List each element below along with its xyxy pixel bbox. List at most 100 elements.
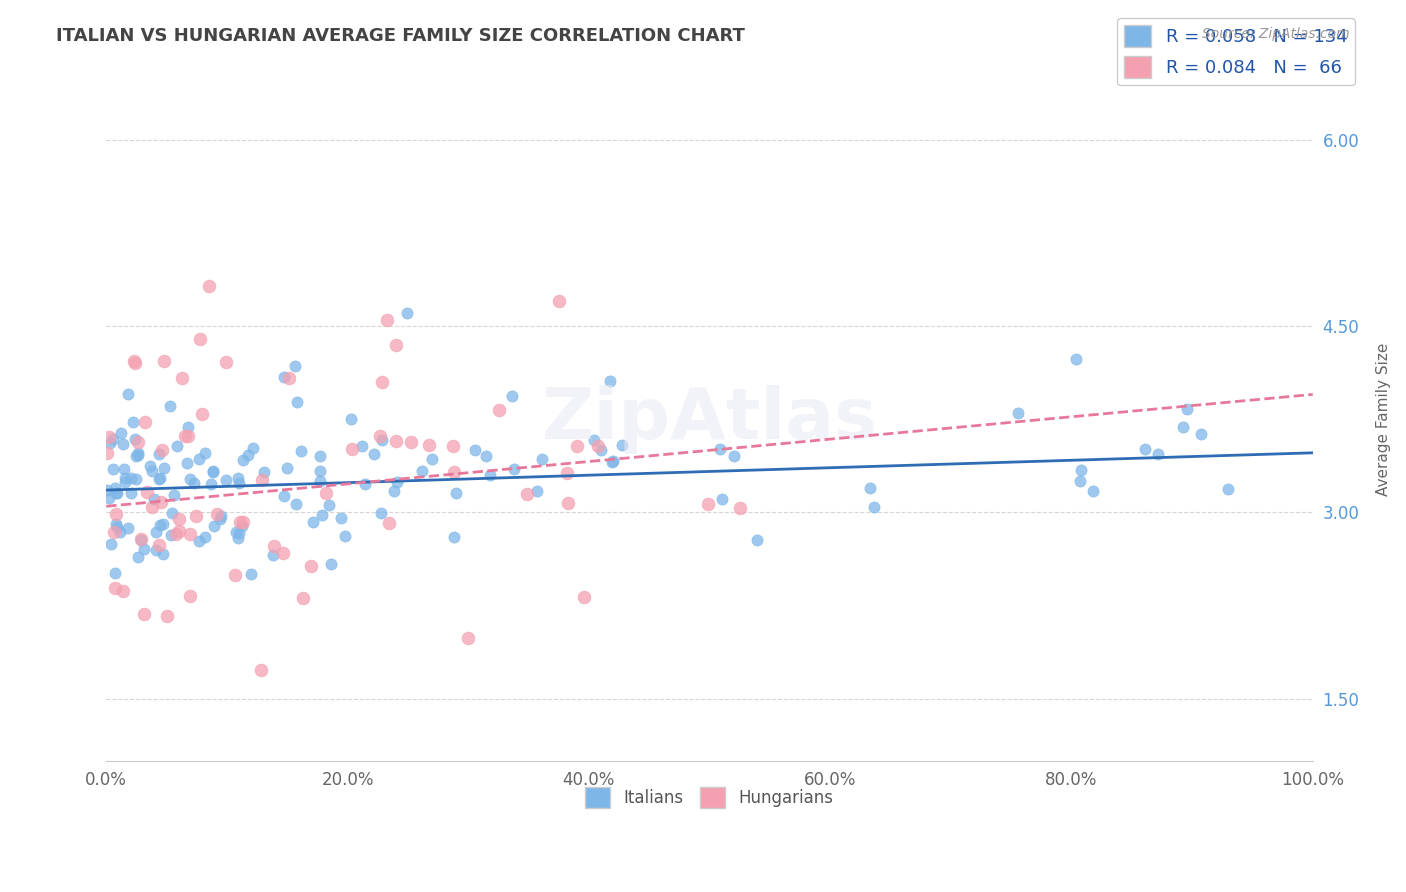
Point xyxy=(202,464,225,478)
Point xyxy=(457,632,479,646)
Point xyxy=(198,279,221,293)
Point xyxy=(371,433,394,447)
Point xyxy=(291,591,314,605)
Point xyxy=(104,481,127,495)
Point xyxy=(709,442,731,456)
Point xyxy=(134,541,156,556)
Point xyxy=(215,355,238,369)
Point xyxy=(148,447,170,461)
Point xyxy=(308,450,330,464)
Point xyxy=(583,433,606,447)
Point xyxy=(363,447,385,461)
Point xyxy=(132,607,155,621)
Point xyxy=(1069,474,1091,488)
Point xyxy=(602,454,624,468)
Point xyxy=(318,498,340,512)
Point xyxy=(420,452,443,467)
Point xyxy=(444,486,467,500)
Point xyxy=(273,370,295,384)
Point xyxy=(730,500,752,515)
Point xyxy=(488,403,510,417)
Point xyxy=(143,492,166,507)
Point xyxy=(165,527,187,541)
Point xyxy=(124,433,146,447)
Point xyxy=(117,521,139,535)
Point xyxy=(159,399,181,413)
Point xyxy=(299,559,322,574)
Point xyxy=(441,439,464,453)
Point xyxy=(200,476,222,491)
Point xyxy=(188,332,211,346)
Point xyxy=(395,306,418,320)
Point xyxy=(411,464,433,478)
Point xyxy=(114,475,136,489)
Point xyxy=(179,527,201,541)
Point xyxy=(277,371,299,385)
Point xyxy=(191,407,214,421)
Point xyxy=(228,525,250,540)
Point xyxy=(98,435,121,450)
Point xyxy=(159,527,181,541)
Point xyxy=(101,462,124,476)
Point xyxy=(153,354,176,368)
Point xyxy=(1146,447,1168,461)
Point xyxy=(276,460,298,475)
Point xyxy=(187,534,209,549)
Point xyxy=(723,449,745,463)
Point xyxy=(149,518,172,533)
Text: Source: ZipAtlas.com: Source: ZipAtlas.com xyxy=(1202,27,1350,41)
Point xyxy=(183,476,205,491)
Point xyxy=(145,542,167,557)
Point xyxy=(315,486,337,500)
Point xyxy=(384,434,406,448)
Point xyxy=(224,567,246,582)
Point xyxy=(290,444,312,458)
Point xyxy=(474,449,496,463)
Point xyxy=(252,466,274,480)
Point xyxy=(308,474,330,488)
Point xyxy=(98,430,121,444)
Point xyxy=(156,608,179,623)
Point xyxy=(1177,402,1199,417)
Point xyxy=(122,354,145,368)
Point xyxy=(586,439,609,453)
Point xyxy=(141,500,163,515)
Point xyxy=(98,491,121,506)
Point xyxy=(127,435,149,450)
Point xyxy=(228,476,250,491)
Point xyxy=(112,461,135,475)
Point xyxy=(172,371,194,385)
Point xyxy=(711,492,734,507)
Point xyxy=(124,356,146,370)
Point xyxy=(516,487,538,501)
Point xyxy=(273,489,295,503)
Point xyxy=(148,472,170,486)
Point xyxy=(103,524,125,539)
Text: ZipAtlas: ZipAtlas xyxy=(541,384,877,454)
Point xyxy=(387,475,409,490)
Point xyxy=(214,473,236,487)
Point xyxy=(100,537,122,551)
Point xyxy=(1171,420,1194,434)
Point xyxy=(329,511,352,525)
Point xyxy=(531,452,554,467)
Point xyxy=(271,546,294,560)
Point xyxy=(555,466,578,480)
Point xyxy=(125,472,148,486)
Point xyxy=(120,485,142,500)
Point xyxy=(242,442,264,456)
Point xyxy=(370,506,392,520)
Point xyxy=(232,515,254,529)
Point xyxy=(399,434,422,449)
Point xyxy=(236,448,259,462)
Point xyxy=(610,437,633,451)
Point xyxy=(108,525,131,540)
Point xyxy=(1189,426,1212,441)
Point xyxy=(478,468,501,483)
Point xyxy=(114,471,136,485)
Point xyxy=(284,359,307,373)
Point xyxy=(188,451,211,466)
Point xyxy=(321,558,343,572)
Point xyxy=(202,519,225,533)
Point xyxy=(153,460,176,475)
